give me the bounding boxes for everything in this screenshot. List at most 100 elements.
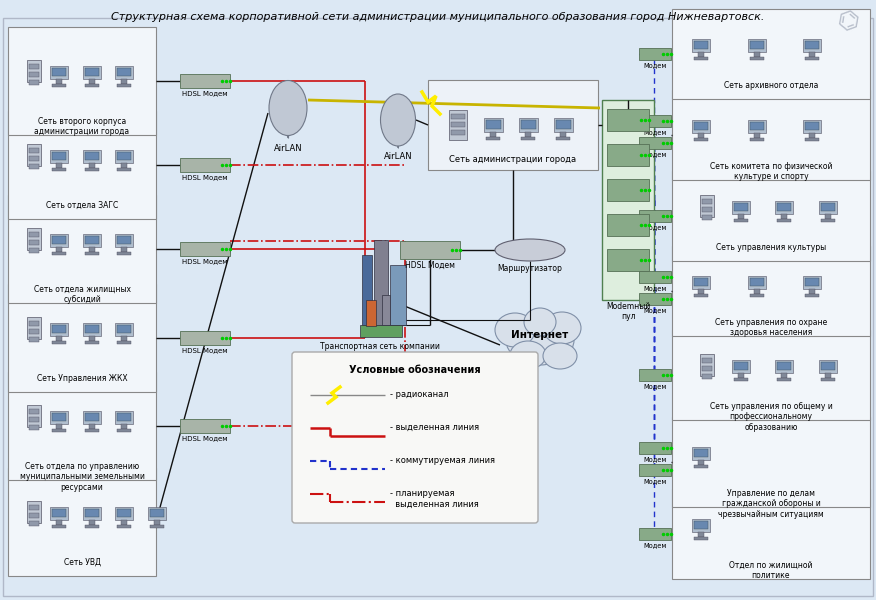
- FancyBboxPatch shape: [52, 525, 66, 528]
- FancyBboxPatch shape: [702, 207, 712, 212]
- FancyBboxPatch shape: [694, 521, 708, 529]
- FancyBboxPatch shape: [607, 109, 649, 131]
- Text: ⌬: ⌬: [834, 8, 860, 35]
- FancyBboxPatch shape: [292, 352, 538, 523]
- FancyBboxPatch shape: [180, 419, 230, 433]
- FancyBboxPatch shape: [83, 150, 101, 163]
- FancyBboxPatch shape: [85, 84, 99, 87]
- FancyBboxPatch shape: [117, 252, 131, 255]
- FancyBboxPatch shape: [748, 120, 766, 133]
- FancyBboxPatch shape: [607, 144, 649, 166]
- Text: Сеть управления культуры: Сеть управления культуры: [716, 243, 826, 252]
- FancyBboxPatch shape: [117, 168, 131, 171]
- FancyBboxPatch shape: [117, 152, 131, 160]
- FancyBboxPatch shape: [702, 199, 712, 204]
- FancyBboxPatch shape: [180, 331, 230, 345]
- Text: Модем: Модем: [643, 383, 667, 389]
- FancyBboxPatch shape: [781, 373, 787, 378]
- FancyBboxPatch shape: [52, 236, 66, 244]
- FancyBboxPatch shape: [825, 373, 831, 378]
- FancyBboxPatch shape: [490, 132, 496, 137]
- FancyBboxPatch shape: [556, 120, 571, 129]
- FancyBboxPatch shape: [748, 39, 766, 52]
- FancyBboxPatch shape: [672, 417, 870, 507]
- FancyBboxPatch shape: [805, 278, 819, 286]
- Ellipse shape: [543, 312, 581, 344]
- FancyBboxPatch shape: [50, 507, 68, 520]
- FancyBboxPatch shape: [52, 152, 66, 160]
- FancyBboxPatch shape: [607, 214, 649, 236]
- FancyBboxPatch shape: [451, 130, 465, 135]
- FancyBboxPatch shape: [805, 138, 819, 141]
- FancyBboxPatch shape: [115, 150, 133, 163]
- FancyBboxPatch shape: [560, 132, 566, 137]
- Text: Модем: Модем: [643, 129, 667, 135]
- FancyBboxPatch shape: [694, 57, 708, 60]
- FancyBboxPatch shape: [694, 465, 708, 468]
- Text: Модем: Модем: [643, 151, 667, 157]
- FancyBboxPatch shape: [29, 156, 39, 161]
- Text: Моdemный
пул: Моdemный пул: [606, 302, 650, 322]
- FancyBboxPatch shape: [519, 118, 538, 132]
- FancyBboxPatch shape: [639, 271, 671, 283]
- FancyBboxPatch shape: [85, 236, 99, 244]
- Text: Сеть архивного отдела: Сеть архивного отдела: [724, 81, 818, 90]
- FancyBboxPatch shape: [781, 214, 787, 219]
- FancyBboxPatch shape: [85, 252, 99, 255]
- FancyBboxPatch shape: [29, 417, 39, 422]
- FancyBboxPatch shape: [754, 289, 760, 294]
- FancyBboxPatch shape: [117, 413, 131, 421]
- Text: Управление по делам
гражданской обороны и
чрезвычайным ситуациям: Управление по делам гражданской обороны …: [718, 489, 823, 519]
- FancyBboxPatch shape: [52, 252, 66, 255]
- FancyBboxPatch shape: [754, 52, 760, 57]
- FancyBboxPatch shape: [29, 248, 39, 253]
- FancyBboxPatch shape: [451, 122, 465, 127]
- Text: - радиоканал: - радиоканал: [390, 390, 449, 399]
- FancyBboxPatch shape: [700, 195, 714, 217]
- Text: Сеть отдела ЗАГС: Сеть отдела ЗАГС: [46, 201, 118, 210]
- FancyBboxPatch shape: [56, 247, 62, 252]
- FancyBboxPatch shape: [692, 39, 710, 52]
- FancyBboxPatch shape: [362, 255, 372, 325]
- FancyBboxPatch shape: [692, 276, 710, 289]
- FancyBboxPatch shape: [702, 358, 712, 363]
- FancyBboxPatch shape: [115, 234, 133, 247]
- Text: Модем: Модем: [643, 62, 667, 68]
- Text: Отдел по жилищной
политике: Отдел по жилищной политике: [729, 561, 813, 580]
- FancyBboxPatch shape: [8, 468, 156, 576]
- FancyBboxPatch shape: [805, 57, 819, 60]
- FancyBboxPatch shape: [639, 464, 671, 476]
- Text: Модем: Модем: [643, 224, 667, 230]
- FancyBboxPatch shape: [821, 203, 835, 211]
- Text: Транспортная сеть компании
Нижневартовсктелеком: Транспортная сеть компании Нижневартовск…: [320, 342, 440, 361]
- FancyBboxPatch shape: [89, 247, 95, 252]
- FancyBboxPatch shape: [52, 341, 66, 344]
- FancyBboxPatch shape: [27, 60, 41, 82]
- Text: Сеть администрации города: Сеть администрации города: [449, 155, 576, 164]
- Ellipse shape: [506, 315, 574, 365]
- FancyBboxPatch shape: [698, 289, 704, 294]
- FancyBboxPatch shape: [89, 424, 95, 429]
- FancyBboxPatch shape: [85, 525, 99, 528]
- FancyBboxPatch shape: [8, 111, 156, 219]
- FancyBboxPatch shape: [117, 236, 131, 244]
- FancyBboxPatch shape: [29, 148, 39, 153]
- FancyBboxPatch shape: [486, 120, 501, 129]
- Text: Условные обозначения: Условные обозначения: [350, 365, 481, 375]
- FancyBboxPatch shape: [382, 295, 390, 325]
- Ellipse shape: [543, 343, 577, 369]
- FancyBboxPatch shape: [85, 152, 99, 160]
- FancyBboxPatch shape: [29, 321, 39, 326]
- FancyBboxPatch shape: [428, 80, 598, 170]
- FancyBboxPatch shape: [702, 374, 712, 379]
- FancyBboxPatch shape: [29, 164, 39, 169]
- FancyBboxPatch shape: [702, 215, 712, 220]
- FancyBboxPatch shape: [115, 411, 133, 424]
- FancyBboxPatch shape: [775, 360, 793, 373]
- FancyBboxPatch shape: [117, 84, 131, 87]
- FancyBboxPatch shape: [29, 64, 39, 69]
- FancyBboxPatch shape: [121, 163, 127, 168]
- FancyBboxPatch shape: [809, 52, 815, 57]
- FancyBboxPatch shape: [698, 52, 704, 57]
- FancyBboxPatch shape: [117, 509, 131, 517]
